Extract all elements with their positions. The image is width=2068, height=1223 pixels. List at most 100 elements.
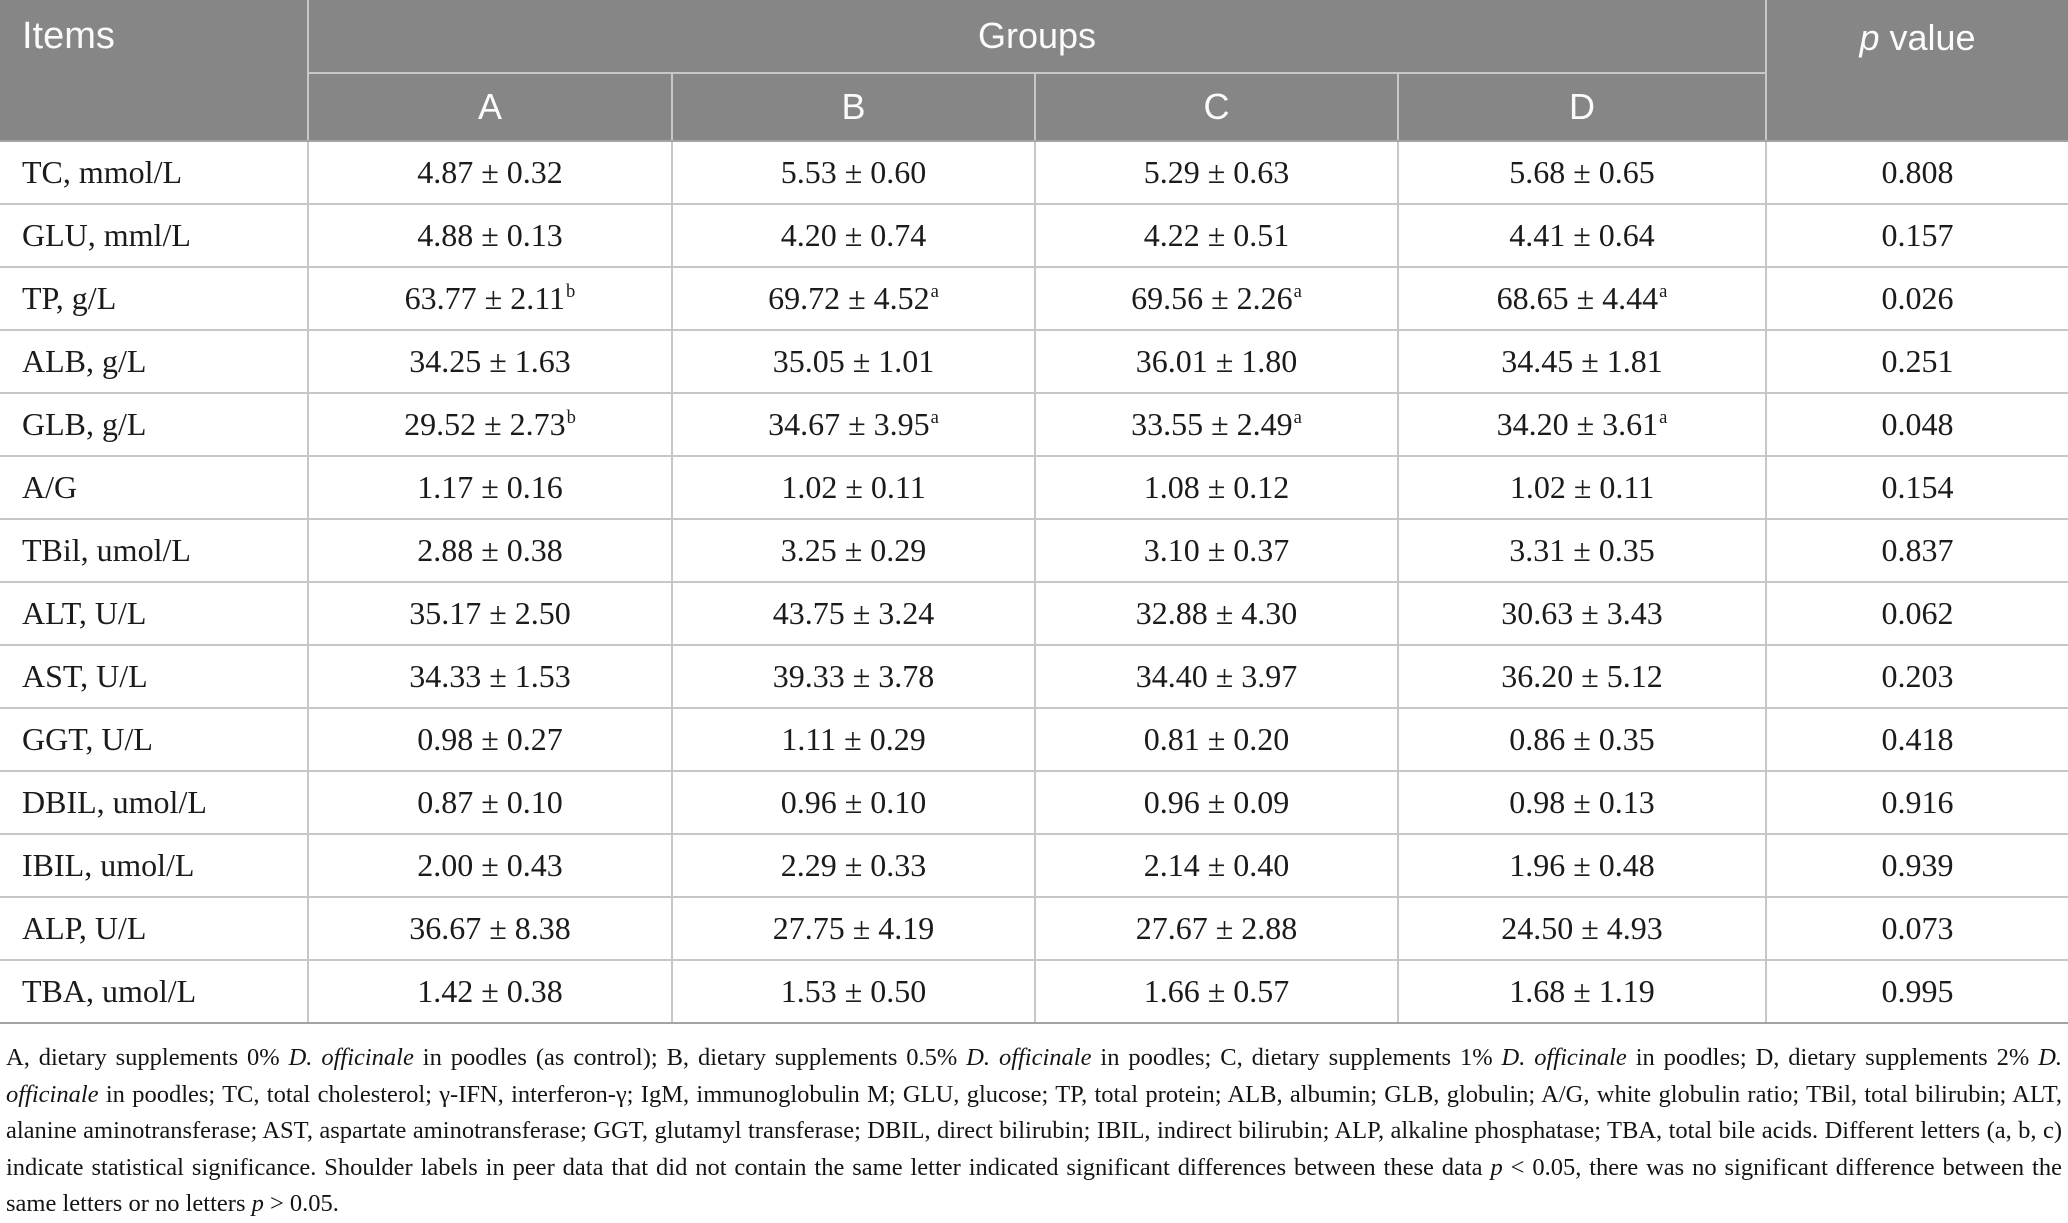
value-cell: 30.63 ± 3.43	[1397, 581, 1767, 646]
significance-superscript: a	[1659, 281, 1668, 303]
p-value-cell: 0.916	[1765, 770, 2068, 835]
value-cell: 0.81 ± 0.20	[1034, 707, 1399, 772]
value-cell: 39.33 ± 3.78	[671, 644, 1036, 709]
value-cell: 1.11 ± 0.29	[671, 707, 1036, 772]
table-row: ALT, U/L 35.17 ± 2.50 43.75 ± 3.24 32.88 ± …	[0, 581, 2068, 646]
row-item-label: ALT, U/L	[0, 581, 309, 646]
value-cell: 36.20 ± 5.12	[1397, 644, 1767, 709]
footnote: A, dietary supplements 0% D. officinale …	[6, 1040, 2062, 1223]
row-item-label: ALP, U/L	[0, 896, 309, 961]
header-row-subgroups: A B C D	[0, 72, 2068, 142]
value-cell: 1.53 ± 0.50	[671, 959, 1036, 1024]
value-cell: 35.17 ± 2.50	[307, 581, 673, 646]
value-cell: 0.96 ± 0.10	[671, 770, 1036, 835]
value-cell: 1.68 ± 1.19	[1397, 959, 1767, 1024]
value-cell: 33.55 ± 2.49a	[1034, 392, 1399, 457]
value-cell: 34.40 ± 3.97	[1034, 644, 1399, 709]
p-value-cell: 0.026	[1765, 266, 2068, 331]
column-header-p-value: p value	[1765, 0, 2068, 142]
value-cell: 0.86 ± 0.35	[1397, 707, 1767, 772]
value-cell: 0.96 ± 0.09	[1034, 770, 1399, 835]
footnote-segment: A, dietary supplements 0%	[6, 1044, 289, 1071]
footnote-segment: D. officinale	[6, 1044, 2063, 1108]
footnote-segment: in poodles; D, dietary supplements 2%	[1626, 1044, 2039, 1071]
value-cell: 27.75 ± 4.19	[671, 896, 1036, 961]
value-cell: 1.08 ± 0.12	[1034, 455, 1399, 520]
value-cell: 2.88 ± 0.38	[307, 518, 673, 583]
value-cell: 3.31 ± 0.35	[1397, 518, 1767, 583]
value-cell: 3.25 ± 0.29	[671, 518, 1036, 583]
footnote-segment: in poodles; C, dietary supplements 1%	[1091, 1044, 1502, 1071]
row-item-label: TP, g/L	[0, 266, 309, 331]
row-item-label: DBIL, umol/L	[0, 770, 309, 835]
value-cell: 1.02 ± 0.11	[671, 455, 1036, 520]
table-row: IBIL, umol/L 2.00 ± 0.43 2.29 ± 0.33 2.14 ±…	[0, 833, 2068, 898]
row-item-label: TBil, umol/L	[0, 518, 309, 583]
value-cell: 0.98 ± 0.27	[307, 707, 673, 772]
p-value-cell: 0.157	[1765, 203, 2068, 268]
value-cell: 34.25 ± 1.63	[307, 329, 673, 394]
p-value-cell: 0.062	[1765, 581, 2068, 646]
value-cell: 1.66 ± 0.57	[1034, 959, 1399, 1024]
value-cell: 2.29 ± 0.33	[671, 833, 1036, 898]
p-value-cell: 0.073	[1765, 896, 2068, 961]
column-header-group-d: D	[1397, 72, 1766, 142]
value-cell: 0.98 ± 0.13	[1397, 770, 1767, 835]
table-row: ALB, g/L 34.25 ± 1.63 35.05 ± 1.01 36.01 ± …	[0, 329, 2068, 394]
p-value-cell: 0.995	[1765, 959, 2068, 1024]
p-value-cell: 0.939	[1765, 833, 2068, 898]
value-cell: 34.20 ± 3.61a	[1397, 392, 1767, 457]
biochemistry-table: Items Groups p value A B C D TC, mmol/L 4…	[0, 0, 2068, 1024]
significance-superscript: a	[1293, 407, 1302, 429]
value-cell: 32.88 ± 4.30	[1034, 581, 1399, 646]
footnote-segment: p	[1490, 1153, 1503, 1181]
row-item-label: AST, U/L	[0, 644, 309, 709]
value-cell: 34.33 ± 1.53	[307, 644, 673, 709]
value-cell: 4.22 ± 0.51	[1034, 203, 1399, 268]
footnote-segment: D. officinale	[966, 1044, 1092, 1071]
footnote-segment: > 0.05.	[263, 1190, 339, 1217]
table-row: TBA, umol/L 1.42 ± 0.38 1.53 ± 0.50 1.66 ± …	[0, 959, 2068, 1024]
row-item-label: GLU, mml/L	[0, 203, 309, 268]
value-cell: 68.65 ± 4.44a	[1397, 266, 1767, 331]
table-row: TC, mmol/L 4.87 ± 0.32 5.53 ± 0.60 5.29 ± 0…	[0, 140, 2068, 205]
footnote-segment: D. officinale	[288, 1044, 414, 1071]
value-cell: 2.00 ± 0.43	[307, 833, 673, 898]
value-cell: 4.88 ± 0.13	[307, 203, 673, 268]
value-cell: 0.87 ± 0.10	[307, 770, 673, 835]
table-row: GLU, mml/L 4.88 ± 0.13 4.20 ± 0.74 4.22 ± 0…	[0, 203, 2068, 268]
value-cell: 29.52 ± 2.73b	[307, 392, 673, 457]
value-cell: 36.67 ± 8.38	[307, 896, 673, 961]
p-value-italic-p: p	[1859, 17, 1880, 58]
table-row: GGT, U/L 0.98 ± 0.27 1.11 ± 0.29 0.81 ± 0.2…	[0, 707, 2068, 772]
significance-superscript: a	[1293, 281, 1302, 303]
table-row: DBIL, umol/L 0.87 ± 0.10 0.96 ± 0.10 0.96 ±…	[0, 770, 2068, 835]
value-cell: 63.77 ± 2.11b	[307, 266, 673, 331]
value-cell: 1.17 ± 0.16	[307, 455, 673, 520]
value-cell: 2.14 ± 0.40	[1034, 833, 1399, 898]
value-cell: 27.67 ± 2.88	[1034, 896, 1399, 961]
footnote-segment: in poodles; TC, total cholesterol; γ-IFN…	[6, 1080, 2062, 1181]
value-cell: 34.67 ± 3.95a	[671, 392, 1036, 457]
value-cell: 24.50 ± 4.93	[1397, 896, 1767, 961]
column-header-group-a: A	[308, 72, 673, 142]
p-value-cell: 0.154	[1765, 455, 2068, 520]
value-cell: 1.02 ± 0.11	[1397, 455, 1767, 520]
value-cell: 35.05 ± 1.01	[671, 329, 1036, 394]
footnote-segment: in poodles (as control); B, dietary supp…	[413, 1044, 967, 1071]
significance-superscript: a	[1659, 407, 1668, 429]
table-row: A/G 1.17 ± 0.16 1.02 ± 0.11 1.08 ± 0.12 1.02…	[0, 455, 2068, 520]
significance-superscript: a	[930, 281, 939, 303]
p-value-cell: 0.808	[1765, 140, 2068, 205]
p-value-cell: 0.203	[1765, 644, 2068, 709]
table-row: GLB, g/L 29.52 ± 2.73b 34.67 ± 3.95a 33.55 …	[0, 392, 2068, 457]
value-cell: 5.68 ± 0.65	[1397, 140, 1767, 205]
row-item-label: A/G	[0, 455, 309, 520]
footnote-segment: D. officinale	[1501, 1044, 1627, 1071]
p-value-cell: 0.251	[1765, 329, 2068, 394]
significance-superscript: b	[566, 281, 576, 303]
value-cell: 1.42 ± 0.38	[307, 959, 673, 1024]
value-cell: 34.45 ± 1.81	[1397, 329, 1767, 394]
value-cell: 4.87 ± 0.32	[307, 140, 673, 205]
